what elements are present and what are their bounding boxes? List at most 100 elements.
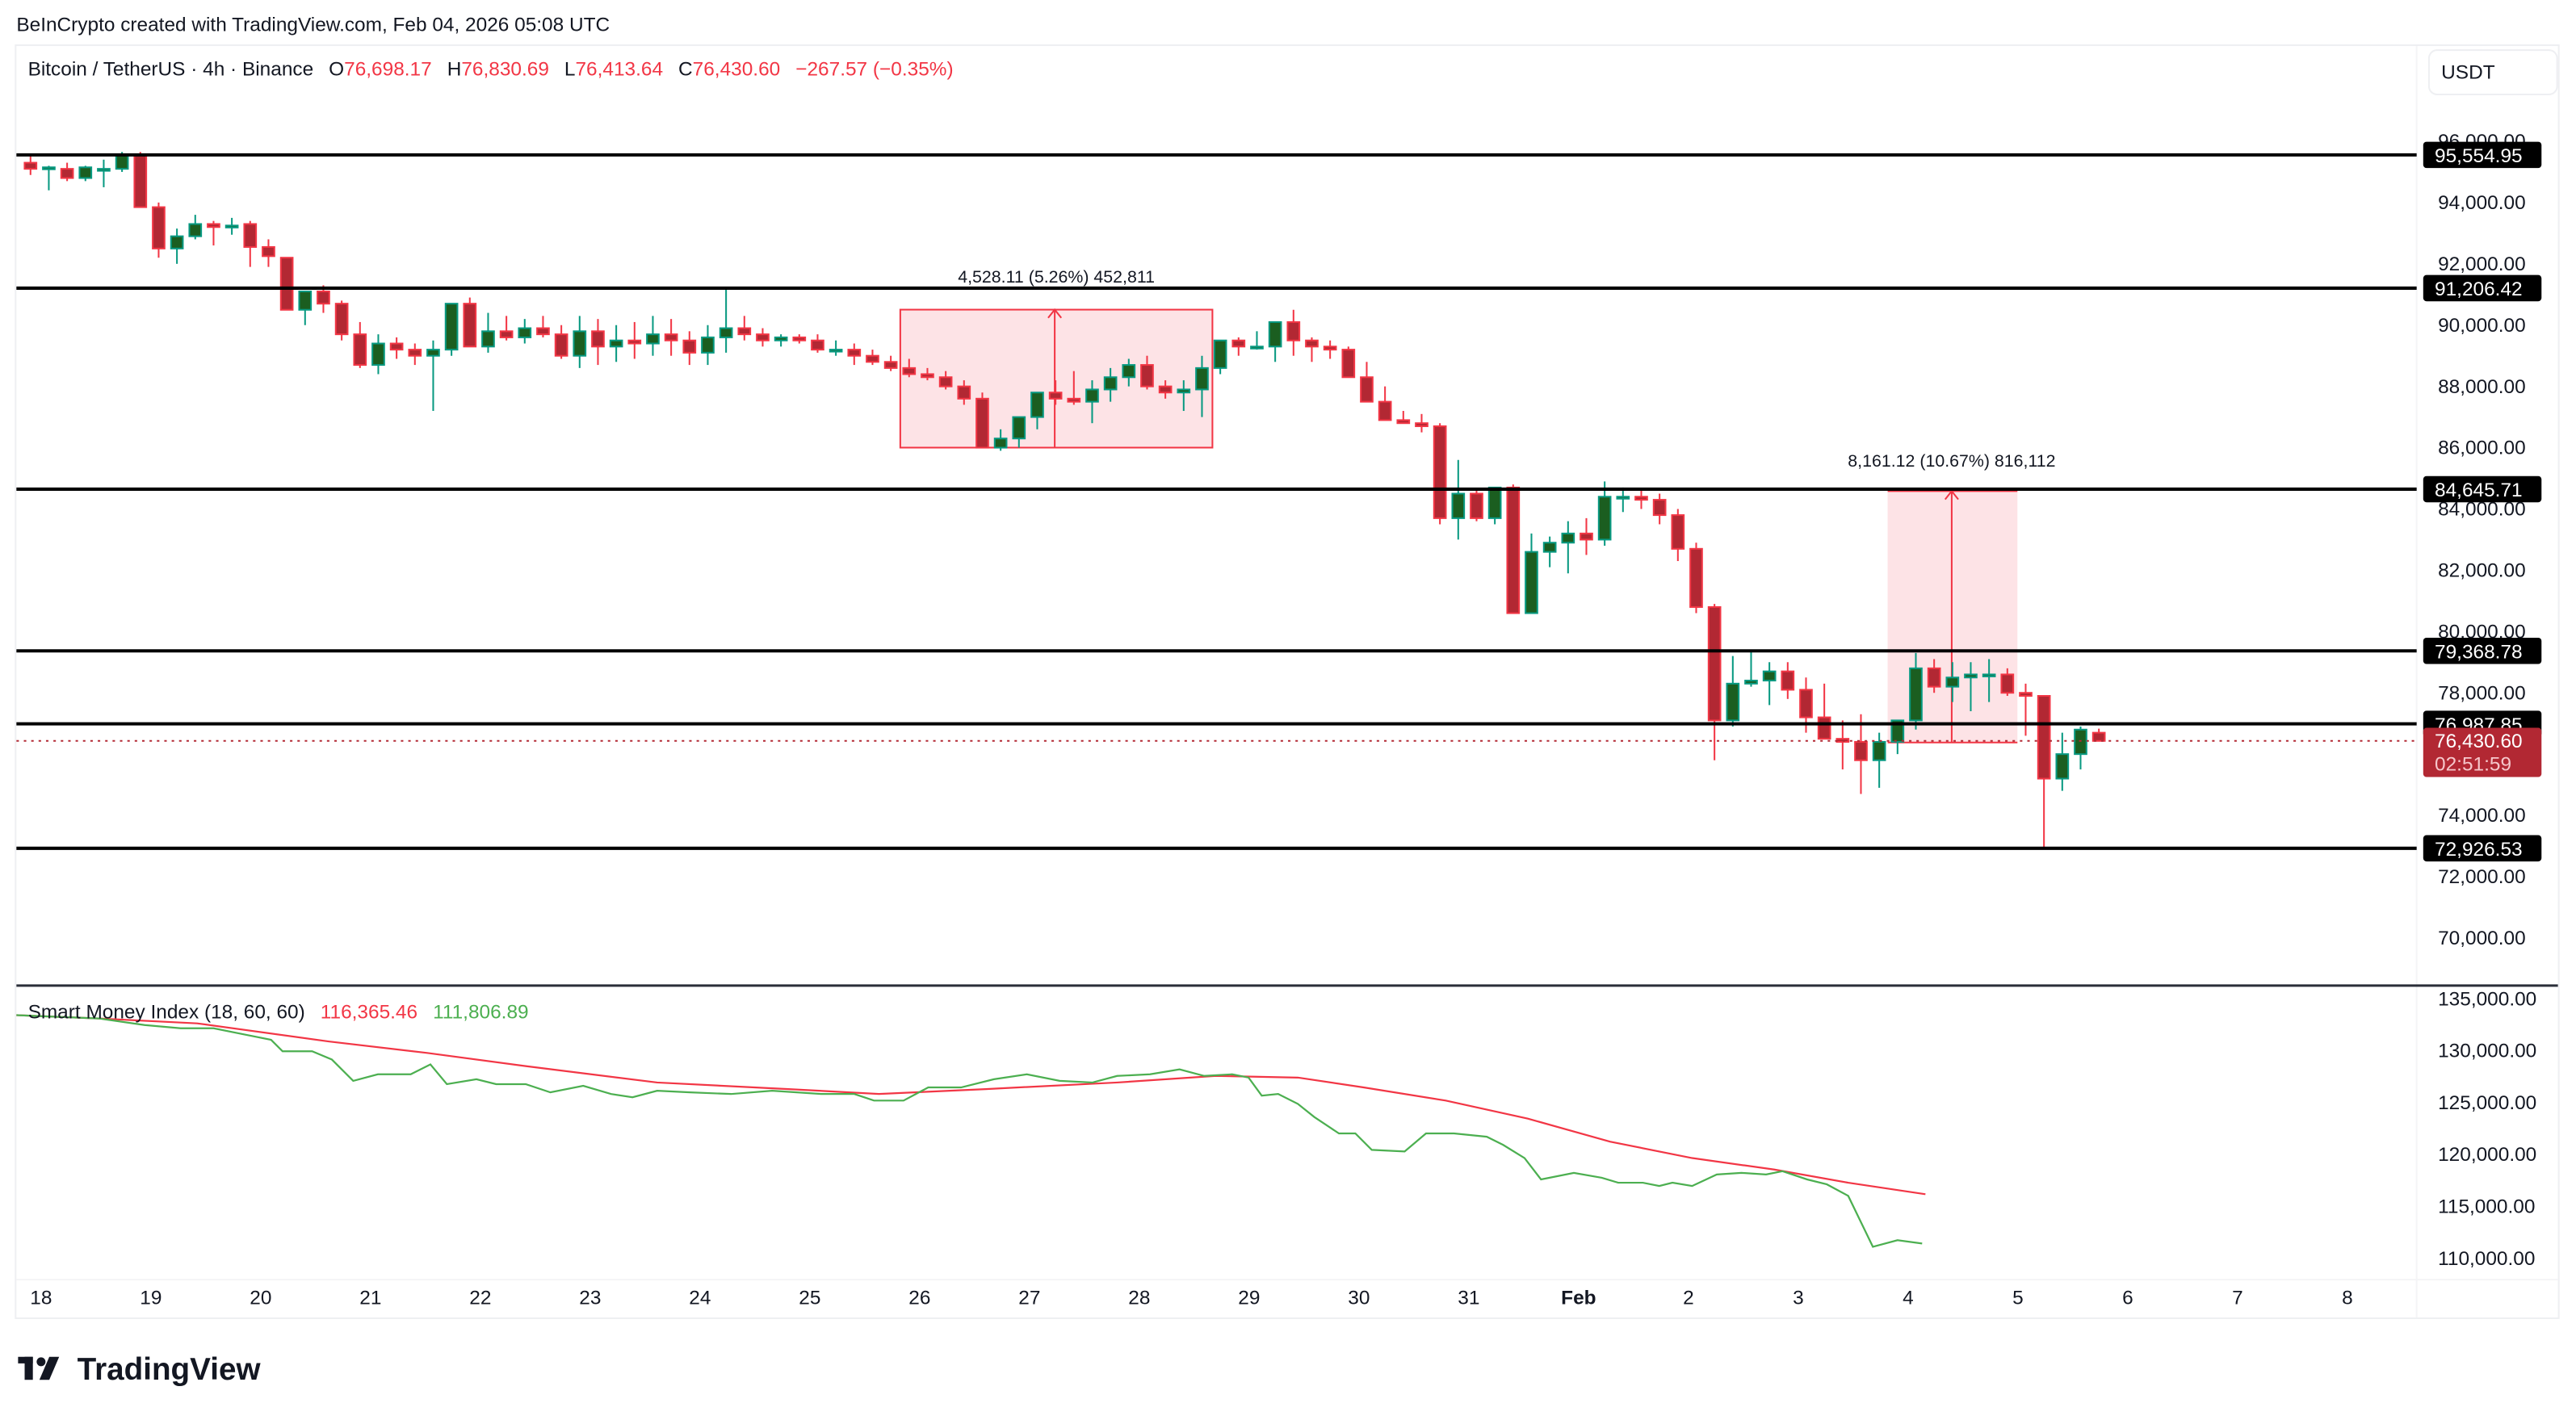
candle-body <box>133 154 148 208</box>
candle <box>1231 337 1246 356</box>
candle <box>1597 481 1612 547</box>
arrow-up-icon <box>1944 489 1959 501</box>
candle-body <box>1506 486 1521 614</box>
measure-border <box>899 308 1214 449</box>
candle <box>591 319 605 366</box>
candle-body <box>2055 753 2070 780</box>
candle-body <box>701 336 715 354</box>
candle-body <box>1909 667 1923 722</box>
time-tick-label: 27 <box>1018 1288 1040 1309</box>
candle-body <box>207 223 220 228</box>
candle <box>481 312 495 353</box>
candle <box>664 319 678 356</box>
price-tick-label: 90,000.00 <box>2438 315 2526 337</box>
candle-body <box>1433 425 1447 519</box>
price-tick-label: 86,000.00 <box>2438 438 2526 459</box>
candle-body <box>938 376 953 387</box>
time-tick-label: 28 <box>1128 1288 1150 1309</box>
candle <box>1762 662 1777 706</box>
price-tick-label: 94,000.00 <box>2438 192 2526 214</box>
candle-body <box>957 385 971 400</box>
candle-body <box>1213 339 1227 369</box>
level-price-badge <box>2423 274 2542 302</box>
level-price-badge <box>2423 637 2542 664</box>
high-value: 76,830.69 <box>461 59 549 81</box>
time-tick-label: 3 <box>1793 1288 1804 1309</box>
candle-body <box>353 333 367 367</box>
candle-body <box>334 303 349 336</box>
candle-body <box>317 290 330 305</box>
candle <box>262 239 275 267</box>
candle-body <box>664 333 678 341</box>
tradingview-logo-icon <box>18 1356 60 1380</box>
price-tick-label: 74,000.00 <box>2438 805 2526 827</box>
currency-button[interactable]: USDT <box>2427 49 2558 96</box>
candle <box>1177 380 1191 412</box>
candle <box>1470 490 1483 522</box>
candle-body <box>1726 682 1740 722</box>
price-tick-label: 92,000.00 <box>2438 253 2526 275</box>
candle-body <box>224 224 239 228</box>
candle-body <box>883 361 898 369</box>
candle-body <box>1671 514 1685 550</box>
smi-name: Smart Money Index (18, 60, 60) <box>28 1002 305 1024</box>
candle <box>353 321 367 368</box>
measure-label: 4,528.11 (5.26%) 452,811 <box>958 267 1155 287</box>
candle <box>1360 362 1374 403</box>
last-price-badge: 76,430.60 02:51:59 <box>2423 727 2542 777</box>
bar-countdown: 02:51:59 <box>2435 753 2511 775</box>
tradingview-logo[interactable]: TradingView <box>18 1352 261 1387</box>
candle <box>1487 486 1502 525</box>
candle-body <box>518 327 532 338</box>
time-tick-label: 20 <box>250 1288 271 1309</box>
candle-body <box>1890 719 1905 743</box>
candle-body <box>1122 364 1136 379</box>
candle-body <box>1945 676 1960 688</box>
candle <box>133 152 148 208</box>
candle <box>1378 386 1392 421</box>
candle <box>2074 726 2087 770</box>
candle-body <box>1158 385 1173 394</box>
candle <box>1451 459 1466 540</box>
candle <box>2000 668 2015 697</box>
price-axis[interactable]: 96,000.0094,000.0092,000.0090,000.0088,0… <box>2438 131 2526 949</box>
candle <box>207 220 220 246</box>
candle-body <box>975 397 989 449</box>
candle-body <box>573 330 587 357</box>
candle-body <box>1067 397 1081 403</box>
candle <box>2019 683 2033 736</box>
candle-body <box>1030 392 1044 418</box>
smi-tick-label: 125,000.00 <box>2438 1092 2536 1114</box>
candle <box>1140 355 1154 390</box>
candle-body <box>1268 320 1282 348</box>
candle-body <box>536 327 550 336</box>
level-price-label: 72,926.53 <box>2435 839 2523 861</box>
time-axis[interactable]: 18 19 20 21 22 23 24 25 26 27 28 29 30 31 Feb 2 3 4 5 6 7 8 <box>30 1288 2352 1309</box>
smi-axis[interactable]: 135,000.00 130,000.00 125,000.00 120,000.00… <box>2438 988 2536 1270</box>
candle <box>627 321 642 359</box>
last-price-value: 76,430.60 <box>2435 731 2523 752</box>
candle <box>1030 392 1044 429</box>
candle-body <box>1872 740 1886 761</box>
candle-body <box>1323 346 1337 351</box>
open-label: O <box>329 59 344 81</box>
candle <box>1927 659 1941 693</box>
price-tick-label: 88,000.00 <box>2438 376 2526 398</box>
level-price-label: 95,554.95 <box>2435 145 2523 167</box>
candle-body <box>1817 716 1831 740</box>
candle <box>152 202 166 258</box>
candle <box>1890 719 1905 755</box>
candle <box>1415 413 1429 433</box>
candle-body <box>481 330 495 348</box>
change-value: −267.57 (−0.35%) <box>795 59 953 81</box>
candle <box>1634 490 1648 509</box>
close-label: C <box>678 59 693 81</box>
candle-body <box>792 336 807 341</box>
candle-body <box>719 327 733 338</box>
candle <box>811 334 824 353</box>
candle-body <box>646 333 660 345</box>
candle-body <box>1177 388 1191 394</box>
candle-body <box>1927 667 1941 688</box>
candle <box>2055 732 2070 791</box>
